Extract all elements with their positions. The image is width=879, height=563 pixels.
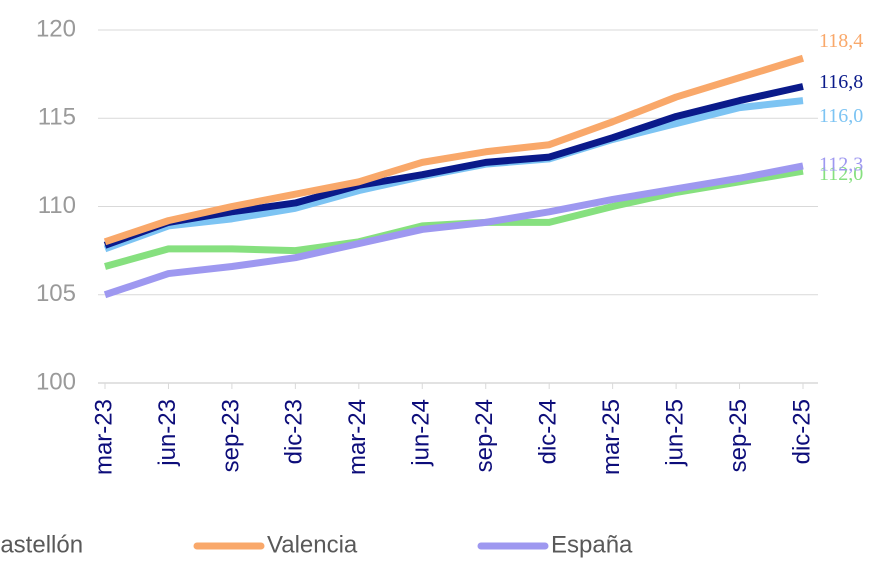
value-label: 116,8	[819, 71, 863, 93]
y-tick-label: 100	[36, 368, 76, 395]
x-tick-label: sep-25	[725, 399, 752, 472]
x-tick-label: sep-24	[471, 399, 498, 472]
series-line	[103, 54, 805, 246]
legend-label: España	[551, 531, 633, 558]
value-label: 116,0	[819, 105, 863, 127]
series-line	[103, 162, 804, 299]
x-tick-label: dic-25	[788, 399, 815, 464]
x-tick-label: mar-24	[344, 399, 371, 475]
series-line	[103, 83, 804, 249]
x-tick-label: jun-25	[661, 399, 688, 467]
x-tick-label: dic-24	[535, 399, 562, 464]
value-label: 118,4	[819, 30, 863, 52]
x-tick-label: mar-23	[90, 399, 117, 475]
x-tick-label: dic-23	[281, 399, 308, 464]
value-label: 112,3	[819, 153, 863, 175]
y-tick-label: 110	[38, 192, 76, 219]
value-label: 112,0	[819, 163, 863, 185]
legend-label: Valencia	[267, 531, 358, 558]
x-tick-label: mar-25	[598, 399, 625, 475]
x-tick-label: sep-23	[217, 399, 244, 472]
y-tick-label: 115	[38, 104, 76, 131]
legend-label: Castellón	[0, 531, 83, 558]
x-tick-label: jun-23	[154, 399, 181, 467]
y-tick-label: 120	[36, 15, 76, 42]
y-tick-label: 105	[36, 280, 76, 307]
x-tick-label: jun-24	[408, 399, 435, 467]
